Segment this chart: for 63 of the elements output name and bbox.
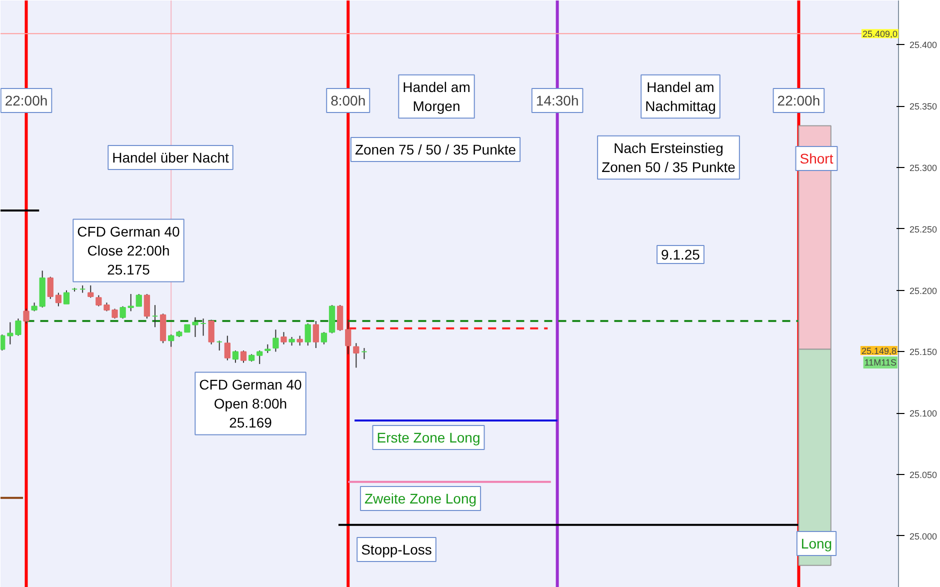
- annotation: Short: [800, 150, 834, 166]
- x-tick-label: 8:00h: [330, 92, 366, 108]
- y-tick-label: 25.200: [910, 286, 938, 296]
- x-tick-label: 22:00h: [4, 92, 48, 108]
- candlestick: [7, 322, 14, 345]
- candlestick: [312, 320, 319, 349]
- y-tick-label: 25.400: [910, 40, 938, 50]
- candlestick: [144, 294, 150, 320]
- candlestick: [280, 332, 287, 345]
- candlestick: [152, 304, 158, 328]
- candlestick: [168, 334, 174, 348]
- candlestick: [200, 318, 206, 336]
- candlestick: [336, 304, 344, 332]
- candlestick: [296, 335, 303, 346]
- candlestick: [63, 290, 70, 304]
- candlestick: [216, 340, 222, 351]
- y-tick-label: 25.250: [910, 224, 938, 234]
- y-tick-label: 25.000: [910, 531, 938, 542]
- annotation: Handel am Morgen: [402, 78, 470, 114]
- annotation: Handel am Nachmittag: [645, 78, 716, 114]
- candlestick: [80, 284, 86, 294]
- candlestick: [304, 322, 311, 346]
- candlestick: [224, 335, 230, 361]
- candlestick: [361, 348, 368, 360]
- y-tick-label: 25.350: [910, 102, 938, 112]
- annotation: Stopp-Loss: [361, 542, 432, 558]
- annotation: Long: [800, 536, 832, 552]
- candlestick: [240, 350, 247, 364]
- candlestick: [136, 294, 142, 307]
- annotation: Erste Zone Long: [376, 430, 480, 446]
- candlestick: [55, 292, 62, 307]
- x-tick-label: 22:00h: [777, 92, 820, 108]
- annotation: Nach Ersteinstieg Zonen 50 / 35 Punkte: [602, 140, 736, 176]
- y-tick-label: 25.150: [910, 347, 938, 358]
- candlestick: [232, 350, 239, 364]
- candlestick: [272, 329, 279, 352]
- annotation: 11M11S: [864, 358, 896, 368]
- candlestick: [47, 276, 54, 300]
- annotation: 25.149,8: [861, 346, 897, 356]
- candlestick: [120, 306, 126, 320]
- candlestick: [345, 319, 352, 355]
- candlestick: [353, 342, 360, 368]
- candlestick: [128, 294, 134, 312]
- candlestick: [15, 318, 22, 336]
- annotation: 9.1.25: [661, 246, 700, 262]
- annotation: Handel über Nacht: [112, 150, 229, 166]
- y-tick-label: 25.300: [910, 163, 938, 174]
- annotation: Zonen 75 / 50 / 35 Punkte: [354, 142, 516, 158]
- candlestick: [112, 308, 118, 320]
- candlestick: [96, 294, 102, 307]
- candlestick: [256, 350, 263, 364]
- candlestick: [88, 284, 94, 298]
- x-tick-label: 14:30h: [536, 92, 579, 108]
- annotation: CFD German 40 Open 8:00h 25.169: [199, 376, 302, 431]
- y-tick-label: 25.050: [910, 470, 938, 480]
- candlestick: [320, 332, 328, 345]
- y-tick-label: 25.100: [910, 408, 938, 419]
- candlestick: [208, 319, 214, 345]
- annotation: CFD German 40 Close 22:00h 25.175: [77, 223, 180, 278]
- annotation: Zweite Zone Long: [364, 490, 477, 506]
- candlestick: [23, 308, 30, 324]
- candlestick: [0, 334, 6, 351]
- ref-line-label: 25.409,0: [862, 29, 898, 40]
